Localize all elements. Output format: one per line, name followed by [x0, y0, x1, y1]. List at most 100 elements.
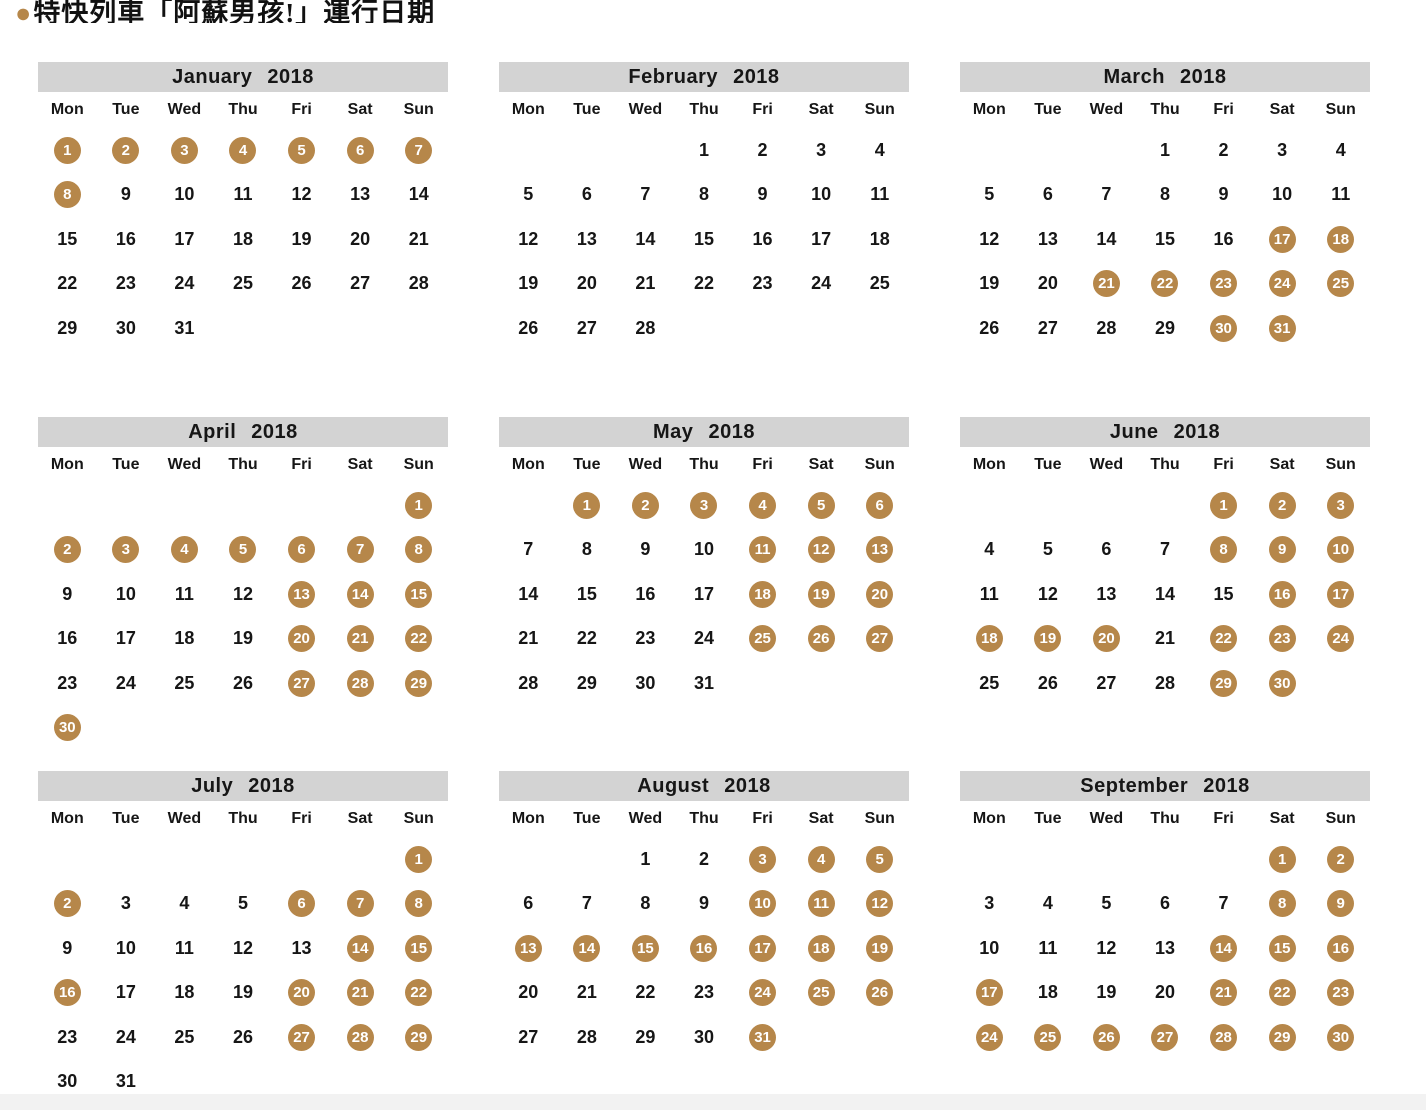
day-cell: 2 [698, 848, 709, 869]
empty-cell [38, 483, 97, 528]
weekday-row: Mon Tue Wed Thu Fri Sat Sun [38, 447, 448, 483]
day-cell-highlighted: 15 [616, 926, 675, 971]
highlight-circle: 29 [405, 669, 433, 697]
day-cell: 5 [237, 893, 248, 914]
weekday-row: Mon Tue Wed Thu Fri Sat Sun [499, 801, 909, 837]
day-cell: 9 [62, 583, 73, 604]
day-cell: 15 [576, 583, 597, 604]
day-cell-highlighted: 8 [389, 882, 448, 927]
day-cell: 29 [1154, 317, 1175, 338]
weekday-label: Sat [347, 101, 373, 118]
weekday-label: Mon [511, 101, 545, 118]
highlight-circle: 6 [866, 491, 894, 519]
day-cell: 9 [640, 539, 651, 560]
highlight-circle: 23 [1210, 270, 1238, 298]
day-cell: 11 [233, 184, 253, 205]
highlight-circle: 26 [866, 979, 894, 1007]
highlight-circle: 20 [288, 979, 316, 1007]
weekday-label: Tue [573, 810, 601, 827]
day-cell: 7 [523, 539, 534, 560]
day-cell: 6 [1159, 893, 1170, 914]
weekday-label: Wed [1089, 456, 1124, 473]
highlight-circle: 17 [975, 979, 1003, 1007]
day-cell-highlighted: 26 [850, 971, 909, 1016]
highlight-circle: 8 [405, 890, 433, 918]
day-cell: 4 [179, 893, 190, 914]
highlight-circle: 2 [53, 890, 81, 918]
day-cell-highlighted: 24 [1253, 262, 1312, 307]
empty-cell [1077, 483, 1136, 528]
day-cell: 10 [811, 184, 832, 205]
highlight-circle: 21 [346, 979, 374, 1007]
highlight-circle: 30 [1210, 314, 1238, 342]
day-grid: 1 2 3 4 5 6 7 8 9 10 11 12 13 14 15 16 17 18 19 20 21 22 23 24 2… [38, 128, 448, 351]
month-calendar: September 2018 Mon Tue Wed Thu Fri Sat Sun 1 2 3 4 5… [960, 771, 1370, 1104]
weekday-label: Tue [112, 101, 140, 118]
day-cell-highlighted: 1 [1253, 837, 1312, 882]
weekday-label: Fri [1213, 101, 1234, 118]
highlight-circle: 4 [807, 845, 835, 873]
weekday-row: Mon Tue Wed Thu Fri Sat Sun [38, 801, 448, 837]
empty-cell [272, 837, 331, 882]
highlight-circle: 21 [346, 625, 374, 653]
weekday-label: Tue [112, 810, 140, 827]
highlight-circle: 1 [573, 491, 601, 519]
highlight-circle: 31 [1268, 314, 1296, 342]
day-cell-highlighted: 3 [733, 837, 792, 882]
day-cell-highlighted: 27 [272, 1015, 331, 1060]
highlight-circle: 12 [807, 536, 835, 564]
weekday-label: Sat [347, 810, 373, 827]
day-cell: 17 [115, 982, 136, 1003]
day-cell-highlighted: 17 [1253, 217, 1312, 262]
highlight-circle: 8 [405, 536, 433, 564]
highlight-circle: 3 [170, 136, 198, 164]
weekday-label: Sat [1269, 101, 1295, 118]
month-calendar: May 2018 Mon Tue Wed Thu Fri Sat Sun 1 2 3 4 5 6 7 8 9 10… [499, 417, 909, 771]
day-cell: 18 [1037, 982, 1058, 1003]
day-grid: 1 2 3 4 5 6 7 8 9 10 11 12 13 14 15 16 17 18 19 20 21 22 23 24 2… [960, 483, 1370, 706]
highlight-circle: 17 [1268, 225, 1296, 253]
page-title-wrap: ●特快列車「阿蘇男孩!」運行日期 [0, 0, 1426, 23]
day-cell-highlighted: 13 [272, 572, 331, 617]
day-cell-highlighted: 16 [675, 926, 734, 971]
month-title: August 2018 [499, 771, 909, 801]
highlight-circle: 22 [1268, 979, 1296, 1007]
weekday-label: Thu [1150, 810, 1180, 827]
highlight-circle: 25 [807, 979, 835, 1007]
highlight-circle: 1 [405, 845, 433, 873]
highlight-circle: 31 [749, 1023, 777, 1051]
day-cell: 10 [115, 937, 136, 958]
empty-cell [155, 483, 214, 528]
highlight-circle: 19 [807, 580, 835, 608]
day-cell: 23 [57, 672, 78, 693]
day-cell: 9 [1218, 184, 1229, 205]
day-cell: 8 [640, 893, 651, 914]
day-cell: 18 [174, 982, 195, 1003]
highlight-circle: 27 [866, 625, 894, 653]
day-cell: 19 [1096, 982, 1117, 1003]
weekday-label: Mon [972, 810, 1006, 827]
day-cell: 27 [350, 273, 371, 294]
empty-cell [1019, 128, 1078, 173]
empty-cell [499, 837, 558, 882]
day-cell: 4 [874, 139, 885, 160]
day-cell: 28 [518, 672, 539, 693]
day-cell: 5 [984, 184, 995, 205]
day-cell-highlighted: 16 [1253, 572, 1312, 617]
month-title: June 2018 [960, 417, 1370, 447]
day-cell: 22 [635, 982, 656, 1003]
highlight-circle: 2 [631, 491, 659, 519]
day-cell: 25 [979, 672, 1000, 693]
bullet-icon: ● [15, 0, 33, 23]
day-cell: 14 [1154, 583, 1175, 604]
day-cell: 8 [581, 539, 592, 560]
highlight-circle: 27 [1151, 1023, 1179, 1051]
day-cell: 23 [115, 273, 136, 294]
weekday-label: Tue [1034, 456, 1062, 473]
highlight-circle: 5 [288, 136, 316, 164]
day-cell-highlighted: 26 [792, 617, 851, 662]
day-cell-highlighted: 6 [272, 528, 331, 573]
day-cell: 20 [1037, 273, 1058, 294]
highlight-circle: 7 [405, 136, 433, 164]
empty-cell [960, 483, 1019, 528]
